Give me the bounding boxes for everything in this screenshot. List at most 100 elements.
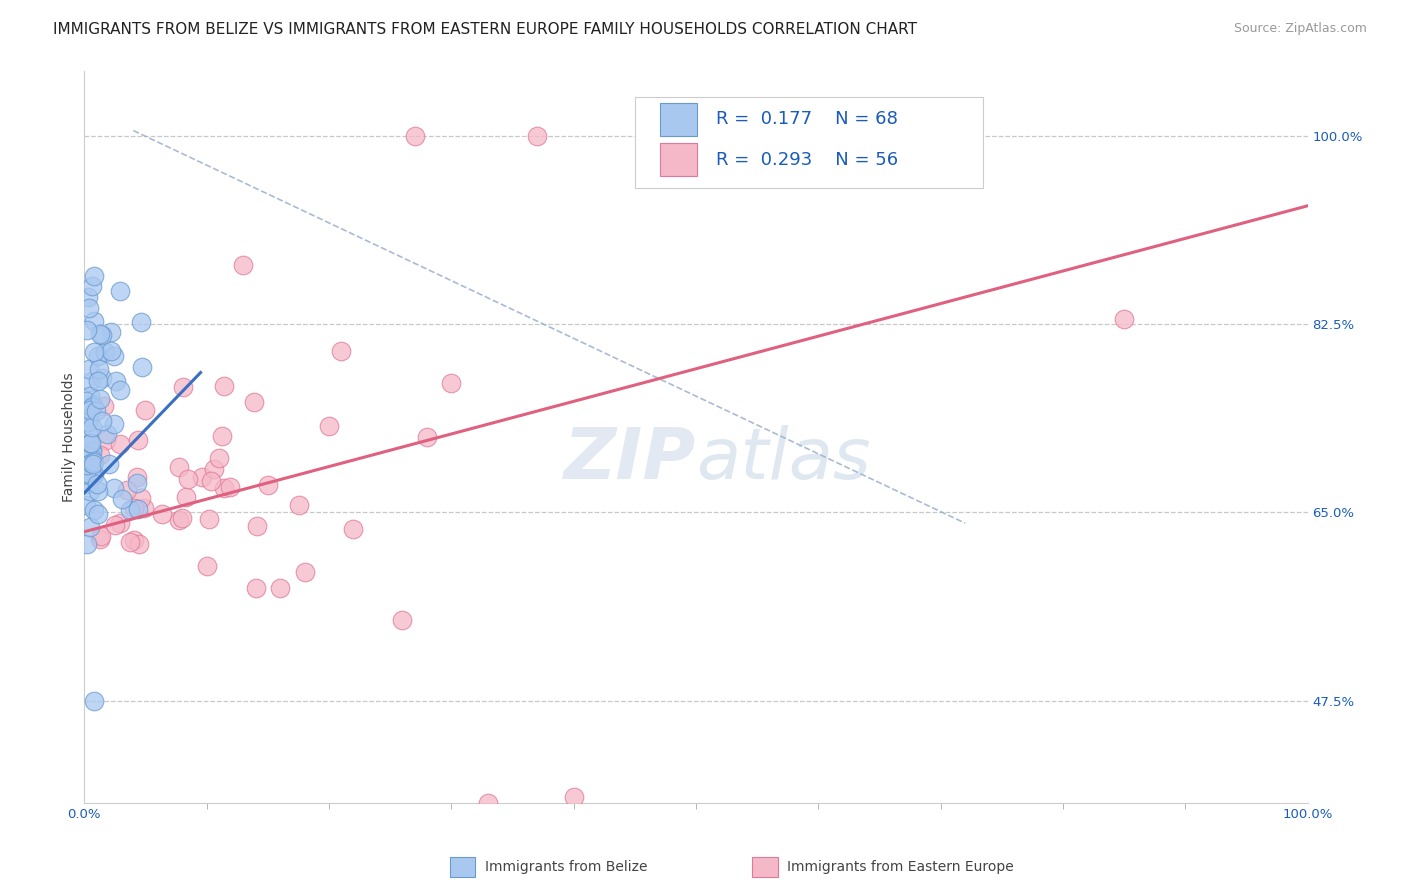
Point: [342, 521, 364, 535]
Text: Immigrants from Eastern Europe: Immigrants from Eastern Europe: [787, 860, 1014, 874]
Point: [294, 565, 316, 579]
Point: [96, 426, 118, 441]
Point: [89, 448, 111, 462]
Point: [79, 402, 101, 417]
Point: [172, 379, 194, 393]
Point: [198, 512, 221, 526]
Point: [167, 460, 190, 475]
FancyBboxPatch shape: [636, 97, 983, 188]
Point: [200, 474, 222, 488]
Point: [89, 532, 111, 546]
Point: [191, 469, 214, 483]
Point: [94, 344, 117, 359]
Point: [75, 476, 97, 491]
Point: [82, 469, 104, 483]
Point: [87, 484, 110, 499]
Text: IMMIGRANTS FROM BELIZE VS IMMIGRANTS FROM EASTERN EUROPE FAMILY HOUSEHOLDS CORRE: IMMIGRANTS FROM BELIZE VS IMMIGRANTS FRO…: [53, 22, 918, 37]
Point: [108, 437, 131, 451]
Point: [103, 349, 125, 363]
Point: [77, 290, 100, 304]
Point: [80, 445, 103, 459]
Point: [128, 536, 150, 550]
Point: [83, 344, 105, 359]
Point: [93, 399, 115, 413]
Point: [1114, 311, 1136, 326]
Point: [76, 415, 98, 429]
Point: [89, 392, 111, 406]
Point: [76, 537, 98, 551]
Point: [246, 519, 269, 533]
Point: [134, 501, 156, 516]
Point: [134, 403, 156, 417]
Point: [105, 374, 128, 388]
Point: [83, 455, 105, 469]
Point: [111, 491, 134, 506]
Point: [79, 376, 101, 390]
Point: [232, 258, 254, 272]
Point: [212, 379, 235, 393]
Point: [80, 419, 103, 434]
Point: [84, 403, 107, 417]
Point: [125, 470, 148, 484]
Point: [108, 383, 131, 397]
Point: [97, 457, 120, 471]
Point: [75, 394, 97, 409]
Point: [127, 502, 149, 516]
Point: [90, 327, 112, 342]
Point: [83, 314, 105, 328]
Point: [118, 503, 141, 517]
Point: [174, 490, 197, 504]
Point: [80, 436, 103, 450]
Point: [80, 279, 103, 293]
Point: [202, 462, 225, 476]
Point: [100, 325, 122, 339]
Point: [80, 450, 103, 464]
Point: [131, 360, 153, 375]
Point: [79, 389, 101, 403]
Text: R =  0.293    N = 56: R = 0.293 N = 56: [716, 151, 897, 169]
Point: [120, 534, 142, 549]
Point: [82, 467, 104, 481]
Text: Source: ZipAtlas.com: Source: ZipAtlas.com: [1233, 22, 1367, 36]
Point: [211, 429, 233, 443]
Point: [82, 398, 104, 412]
Point: [318, 419, 340, 434]
Point: [212, 481, 235, 495]
Point: [83, 502, 105, 516]
Point: [86, 477, 108, 491]
Point: [100, 343, 122, 358]
Point: [79, 520, 101, 534]
Point: [131, 315, 153, 329]
Point: [129, 491, 152, 505]
Point: [477, 796, 499, 810]
Point: [82, 458, 104, 472]
Point: [416, 430, 439, 444]
Point: [391, 613, 413, 627]
Point: [77, 426, 100, 441]
Point: [80, 401, 103, 415]
Point: [125, 475, 148, 490]
Point: [91, 414, 114, 428]
Point: [103, 481, 125, 495]
Point: [243, 395, 266, 409]
Point: [79, 436, 101, 450]
Point: [79, 484, 101, 499]
Point: [208, 451, 231, 466]
Y-axis label: Family Households: Family Households: [62, 372, 76, 502]
Point: [404, 128, 426, 143]
Point: [75, 498, 97, 512]
Point: [172, 510, 194, 524]
Point: [562, 790, 585, 805]
Text: ZIP: ZIP: [564, 425, 696, 493]
Point: [103, 417, 125, 431]
Point: [87, 375, 110, 389]
Point: [124, 533, 146, 547]
Point: [79, 466, 101, 480]
Point: [108, 516, 131, 531]
Point: [77, 449, 100, 463]
Point: [76, 322, 98, 336]
Point: [79, 362, 101, 376]
Point: [150, 507, 173, 521]
Point: [269, 581, 291, 595]
Point: [82, 442, 104, 457]
